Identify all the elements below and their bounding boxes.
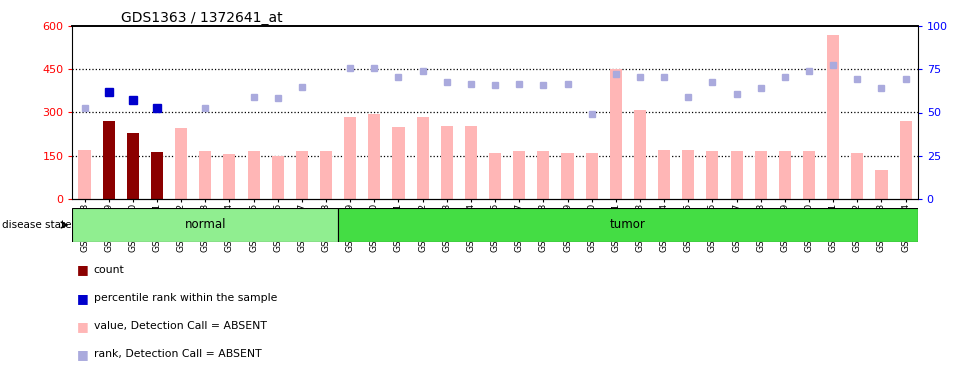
Bar: [537, 151, 550, 199]
Bar: [199, 151, 212, 199]
Bar: [72, 208, 338, 242]
Text: normal: normal: [185, 219, 226, 231]
Bar: [223, 154, 236, 199]
Bar: [875, 170, 888, 199]
Bar: [78, 150, 91, 199]
Bar: [338, 208, 918, 242]
Text: ■: ■: [77, 264, 89, 276]
Bar: [827, 35, 839, 199]
Text: ■: ■: [77, 320, 89, 333]
Bar: [513, 151, 526, 199]
Bar: [465, 126, 477, 199]
Text: count: count: [94, 265, 125, 275]
Bar: [151, 152, 163, 199]
Bar: [392, 127, 405, 199]
Bar: [754, 151, 767, 199]
Bar: [271, 156, 284, 199]
Bar: [489, 153, 501, 199]
Bar: [682, 150, 695, 199]
Bar: [658, 150, 670, 199]
Bar: [344, 117, 356, 199]
Bar: [320, 151, 332, 199]
Bar: [102, 121, 115, 199]
Bar: [779, 151, 791, 199]
Bar: [851, 153, 864, 199]
Text: disease state: disease state: [2, 220, 71, 230]
Bar: [416, 117, 429, 199]
Text: percentile rank within the sample: percentile rank within the sample: [94, 293, 277, 303]
Bar: [127, 133, 139, 199]
Bar: [368, 114, 381, 199]
Bar: [803, 151, 815, 199]
Text: tumor: tumor: [610, 219, 646, 231]
Bar: [585, 153, 598, 199]
Bar: [610, 69, 622, 199]
Text: rank, Detection Call = ABSENT: rank, Detection Call = ABSENT: [94, 350, 262, 359]
Bar: [296, 151, 308, 199]
Bar: [247, 151, 260, 199]
Bar: [175, 128, 187, 199]
Bar: [561, 153, 574, 199]
Text: ■: ■: [77, 348, 89, 361]
Bar: [706, 151, 719, 199]
Bar: [634, 110, 646, 199]
Bar: [899, 121, 912, 199]
Text: ■: ■: [77, 292, 89, 304]
Bar: [440, 126, 453, 199]
Text: value, Detection Call = ABSENT: value, Detection Call = ABSENT: [94, 321, 267, 331]
Text: GDS1363 / 1372641_at: GDS1363 / 1372641_at: [121, 11, 282, 25]
Bar: [730, 151, 743, 199]
